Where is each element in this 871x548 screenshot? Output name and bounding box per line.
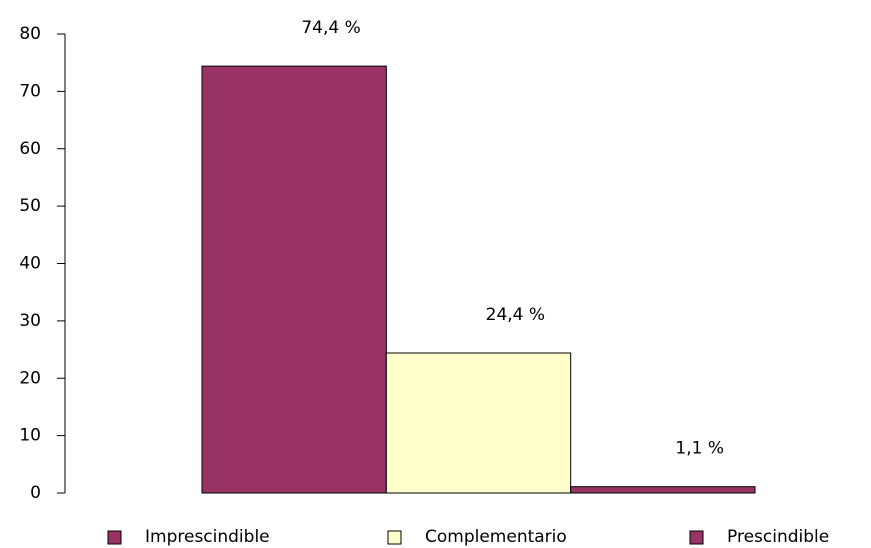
- bar: [201, 65, 387, 494]
- y-tick-label: 40: [19, 254, 41, 274]
- legend-label: Complementario: [425, 527, 567, 547]
- data-label: 24,4 %: [486, 305, 545, 325]
- bar: [570, 486, 756, 494]
- y-tick-label: 50: [19, 196, 41, 216]
- data-label: 1,1 %: [675, 439, 724, 459]
- legend-label: Prescindible: [727, 527, 829, 547]
- legend-swatch: [387, 530, 402, 545]
- bar: [385, 352, 572, 494]
- legend-label: Imprescindible: [145, 527, 270, 547]
- legend-swatch: [689, 530, 704, 545]
- y-tick-label: 70: [19, 81, 41, 101]
- data-label: 74,4 %: [301, 18, 360, 38]
- y-tick-label: 20: [19, 368, 41, 388]
- y-tick-label: 0: [30, 483, 41, 503]
- y-tick-label: 80: [19, 24, 41, 44]
- legend-swatch: [107, 530, 122, 545]
- y-tick-label: 30: [19, 311, 41, 331]
- y-tick-label: 10: [19, 426, 41, 446]
- y-tick-label: 60: [19, 139, 41, 159]
